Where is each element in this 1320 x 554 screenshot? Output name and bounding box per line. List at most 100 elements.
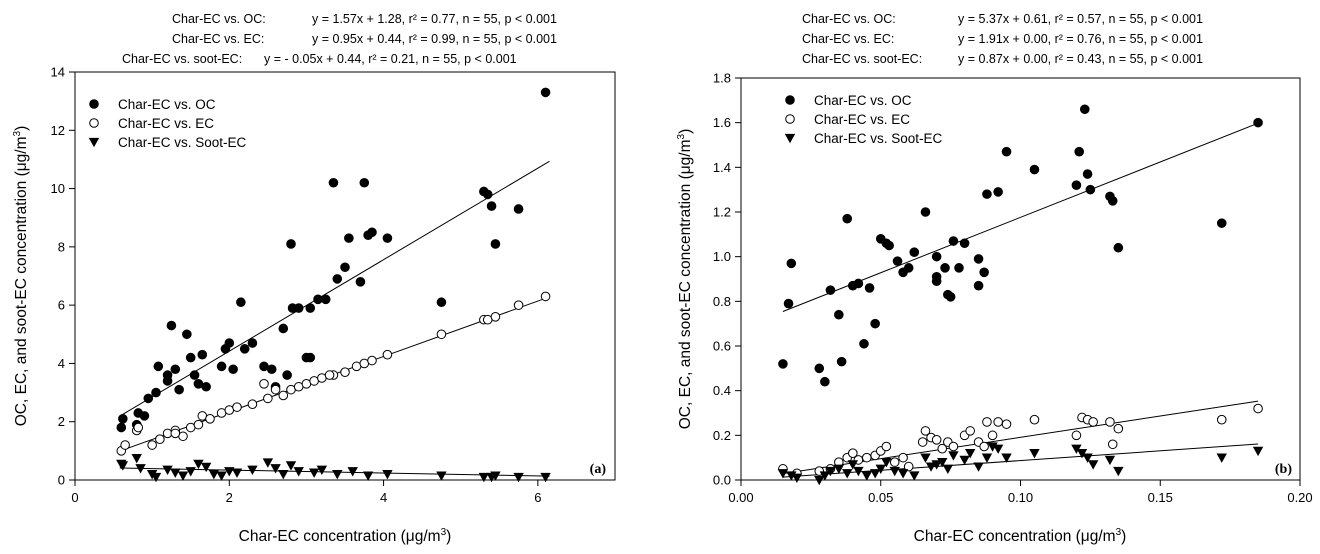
data-point <box>1071 430 1082 441</box>
data-point <box>328 177 339 188</box>
data-point <box>948 236 959 246</box>
data-point <box>937 457 948 468</box>
data-point <box>293 303 304 313</box>
data-point <box>118 414 128 424</box>
data-point <box>964 449 976 459</box>
data-point <box>931 460 942 470</box>
data-point <box>1104 455 1116 466</box>
data-point <box>1085 184 1096 195</box>
y-tick-label: 1.6 <box>713 115 731 130</box>
data-point <box>897 469 909 479</box>
data-point <box>859 338 869 349</box>
data-point <box>982 189 992 199</box>
data-point <box>942 464 954 475</box>
data-point <box>864 283 875 293</box>
data-point <box>513 300 524 310</box>
data-point <box>151 387 161 398</box>
data-point <box>959 455 970 466</box>
data-point <box>993 417 1003 427</box>
data-point <box>825 285 836 295</box>
x-axis-a: 0 2 4 6 <box>71 480 541 505</box>
data-point <box>367 355 377 366</box>
data-point <box>931 435 942 445</box>
data-point <box>216 471 227 481</box>
data-point <box>232 402 242 412</box>
y-tick-label: 10 <box>51 181 65 196</box>
data-point <box>324 370 335 380</box>
data-point <box>842 469 853 479</box>
data-point <box>982 417 992 427</box>
data-point <box>898 452 908 463</box>
stats-header-b: Char-EC vs. OC: y = 5.37x + 0.61, r² = 0… <box>802 12 1203 66</box>
data-point <box>117 461 129 471</box>
data-point <box>903 263 914 273</box>
x-tick-label: 0.00 <box>728 490 753 505</box>
data-point <box>1029 164 1040 175</box>
data-point <box>231 468 243 478</box>
data-point <box>170 468 181 478</box>
x-tick-label: 0.05 <box>868 490 893 505</box>
data-point <box>185 467 196 477</box>
data-point <box>1076 449 1088 459</box>
data-point <box>150 472 162 483</box>
data-point <box>965 426 975 436</box>
stat-label-oc: Char-EC vs. OC: <box>802 12 896 26</box>
legend-label: Char-EC vs. OC <box>814 93 912 108</box>
legend-label: Char-EC vs. Soot-EC <box>814 131 943 146</box>
data-point <box>436 297 447 308</box>
data-point <box>847 460 858 470</box>
data-point <box>987 430 998 441</box>
data-point <box>224 467 235 477</box>
series-soot-a <box>116 453 551 483</box>
data-point <box>278 390 289 401</box>
fit-line-oc <box>782 122 1259 312</box>
data-point <box>861 471 872 481</box>
data-point <box>170 364 181 375</box>
data-point <box>861 452 872 463</box>
data-point <box>959 238 970 249</box>
data-point <box>931 271 942 282</box>
data-point <box>513 472 524 483</box>
y-tick-label: 4 <box>58 356 65 371</box>
legend-b: Char-EC vs. OC Char-EC vs. EC Char-EC vs. … <box>784 93 943 146</box>
data-point <box>1105 417 1115 427</box>
data-point <box>540 291 551 302</box>
data-point <box>247 338 258 348</box>
data-point <box>853 278 864 289</box>
stat-eq-soot: y = - 0.05x + 0.44, r² = 0.21, n = 55, p… <box>264 52 517 66</box>
data-point <box>1029 449 1040 459</box>
data-point <box>340 262 350 273</box>
stat-label-soot: Char-EC vs. soot-EC: <box>122 52 242 66</box>
x-tick-label: 0.10 <box>1008 490 1033 505</box>
data-point <box>189 370 200 380</box>
data-point <box>293 467 304 477</box>
data-point <box>973 280 984 291</box>
stat-label-soot: Char-EC vs. soot-EC: <box>802 52 922 66</box>
legend-label: Char-EC vs. OC <box>118 97 216 112</box>
data-point <box>139 411 150 421</box>
data-point <box>135 464 146 474</box>
legend-item-ec: Char-EC vs. EC <box>89 116 214 131</box>
data-point <box>1113 466 1124 477</box>
y-tick-label: 12 <box>51 123 65 138</box>
y-tick-label: 0.8 <box>713 294 731 309</box>
data-point <box>833 464 845 475</box>
data-point <box>332 470 343 480</box>
x-tick-label: 4 <box>380 490 387 505</box>
data-point <box>836 356 847 367</box>
data-point <box>1079 104 1090 115</box>
data-point <box>259 379 269 389</box>
data-point <box>193 419 204 430</box>
data-point <box>881 457 892 468</box>
data-point <box>1216 218 1227 228</box>
data-point <box>920 453 931 463</box>
stat-eq-oc: y = 5.37x + 0.61, r² = 0.57, n = 55, p <… <box>958 12 1203 26</box>
y-tick-label: 0 <box>58 473 65 488</box>
series-ec-a <box>116 291 551 456</box>
data-point <box>1074 146 1084 157</box>
data-point <box>263 393 273 404</box>
data-point <box>305 303 316 313</box>
y-tick-label: 1.4 <box>713 160 731 175</box>
data-point <box>834 309 844 320</box>
